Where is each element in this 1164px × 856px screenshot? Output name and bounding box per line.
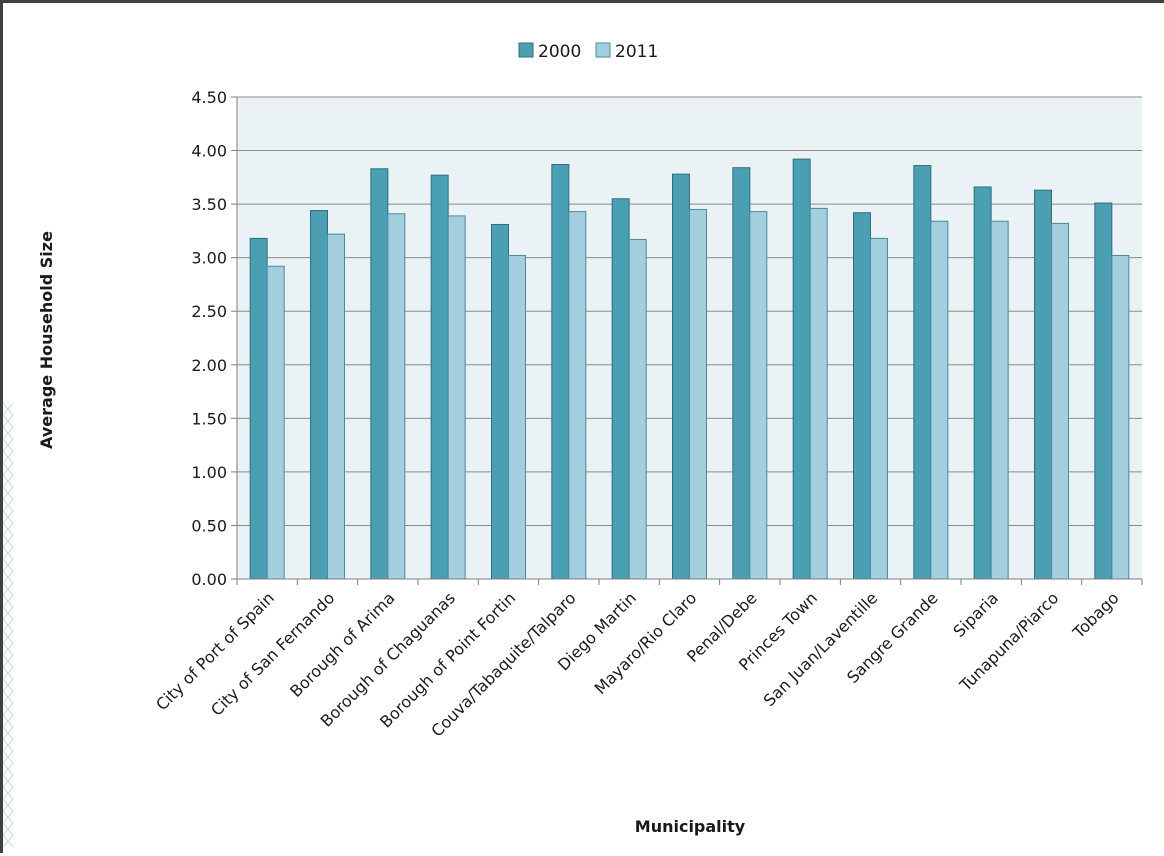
- bar-2011-12: [990, 220, 1009, 580]
- y-tick-label: 0.00: [191, 570, 227, 589]
- bar-2000-10: [853, 212, 871, 580]
- x-tick-label: San Juan/Laventille: [760, 588, 882, 710]
- bar-2011-11: [930, 220, 949, 580]
- y-tick-label: 4.00: [191, 142, 227, 161]
- bar-2000-8: [732, 167, 751, 580]
- y-tick-label: 2.00: [191, 356, 227, 375]
- x-tick-label: Siparia: [949, 588, 1002, 641]
- legend-swatch-2011: [595, 42, 611, 58]
- bar-2011-0: [266, 265, 285, 580]
- bar-2000-13: [1034, 189, 1052, 580]
- bar-2000-5: [551, 163, 570, 580]
- bar-2011-1: [327, 233, 345, 580]
- bar-2011-7: [689, 208, 707, 580]
- bar-2000-11: [913, 165, 932, 580]
- y-tick-label: 3.00: [191, 249, 227, 268]
- bar-2011-6: [628, 238, 647, 580]
- y-tick-label: 1.00: [191, 463, 227, 482]
- bar-2011-2: [387, 213, 406, 580]
- y-axis-title: Average Household Size: [37, 231, 56, 449]
- legend: 2000 2011: [518, 42, 658, 62]
- x-tick-label: Tobago: [1068, 588, 1122, 642]
- x-tick-label: Mayaro/Rio Claro: [591, 588, 701, 698]
- x-tick-label: City of Port of Spain: [152, 588, 278, 714]
- bar-2000-2: [370, 168, 389, 580]
- bar-2011-14: [1111, 255, 1130, 580]
- bar-2011-8: [749, 211, 768, 580]
- bar-2011-4: [508, 255, 526, 580]
- y-tick-label: 3.50: [191, 195, 227, 214]
- bar-2000-4: [491, 223, 509, 580]
- bar-2011-10: [870, 237, 888, 580]
- bar-2000-3: [430, 174, 449, 580]
- y-tick-label: 2.50: [191, 302, 227, 321]
- x-axis-title: Municipality: [635, 817, 746, 836]
- bar-2011-9: [809, 207, 828, 580]
- bars: [249, 158, 1130, 580]
- legend-label-2011: 2011: [615, 42, 658, 62]
- decorative-background-pattern: [3, 402, 14, 848]
- x-tick-label: Borough of Arima: [286, 588, 399, 701]
- y-tick-label: 4.50: [191, 88, 227, 107]
- y-axis-ticks: 0.00 0.50 1.00 1.50 2.00 2.50 3.00 3.50 4.00 4.50: [191, 88, 237, 589]
- bar-2000-12: [973, 186, 992, 580]
- bar-2000-6: [611, 198, 630, 580]
- bar-2000-14: [1094, 202, 1113, 580]
- legend-label-2000: 2000: [538, 42, 581, 62]
- bar-2011-5: [568, 211, 587, 580]
- bar-2000-1: [310, 210, 328, 580]
- y-tick-label: 0.50: [191, 516, 227, 535]
- bar-2011-3: [447, 215, 466, 580]
- bar-2011-13: [1051, 222, 1069, 580]
- legend-swatch-2000: [518, 42, 534, 58]
- bar-2000-7: [672, 173, 690, 580]
- bar-2000-0: [249, 237, 268, 580]
- y-tick-label: 1.50: [191, 409, 227, 428]
- bar-2000-9: [792, 158, 811, 580]
